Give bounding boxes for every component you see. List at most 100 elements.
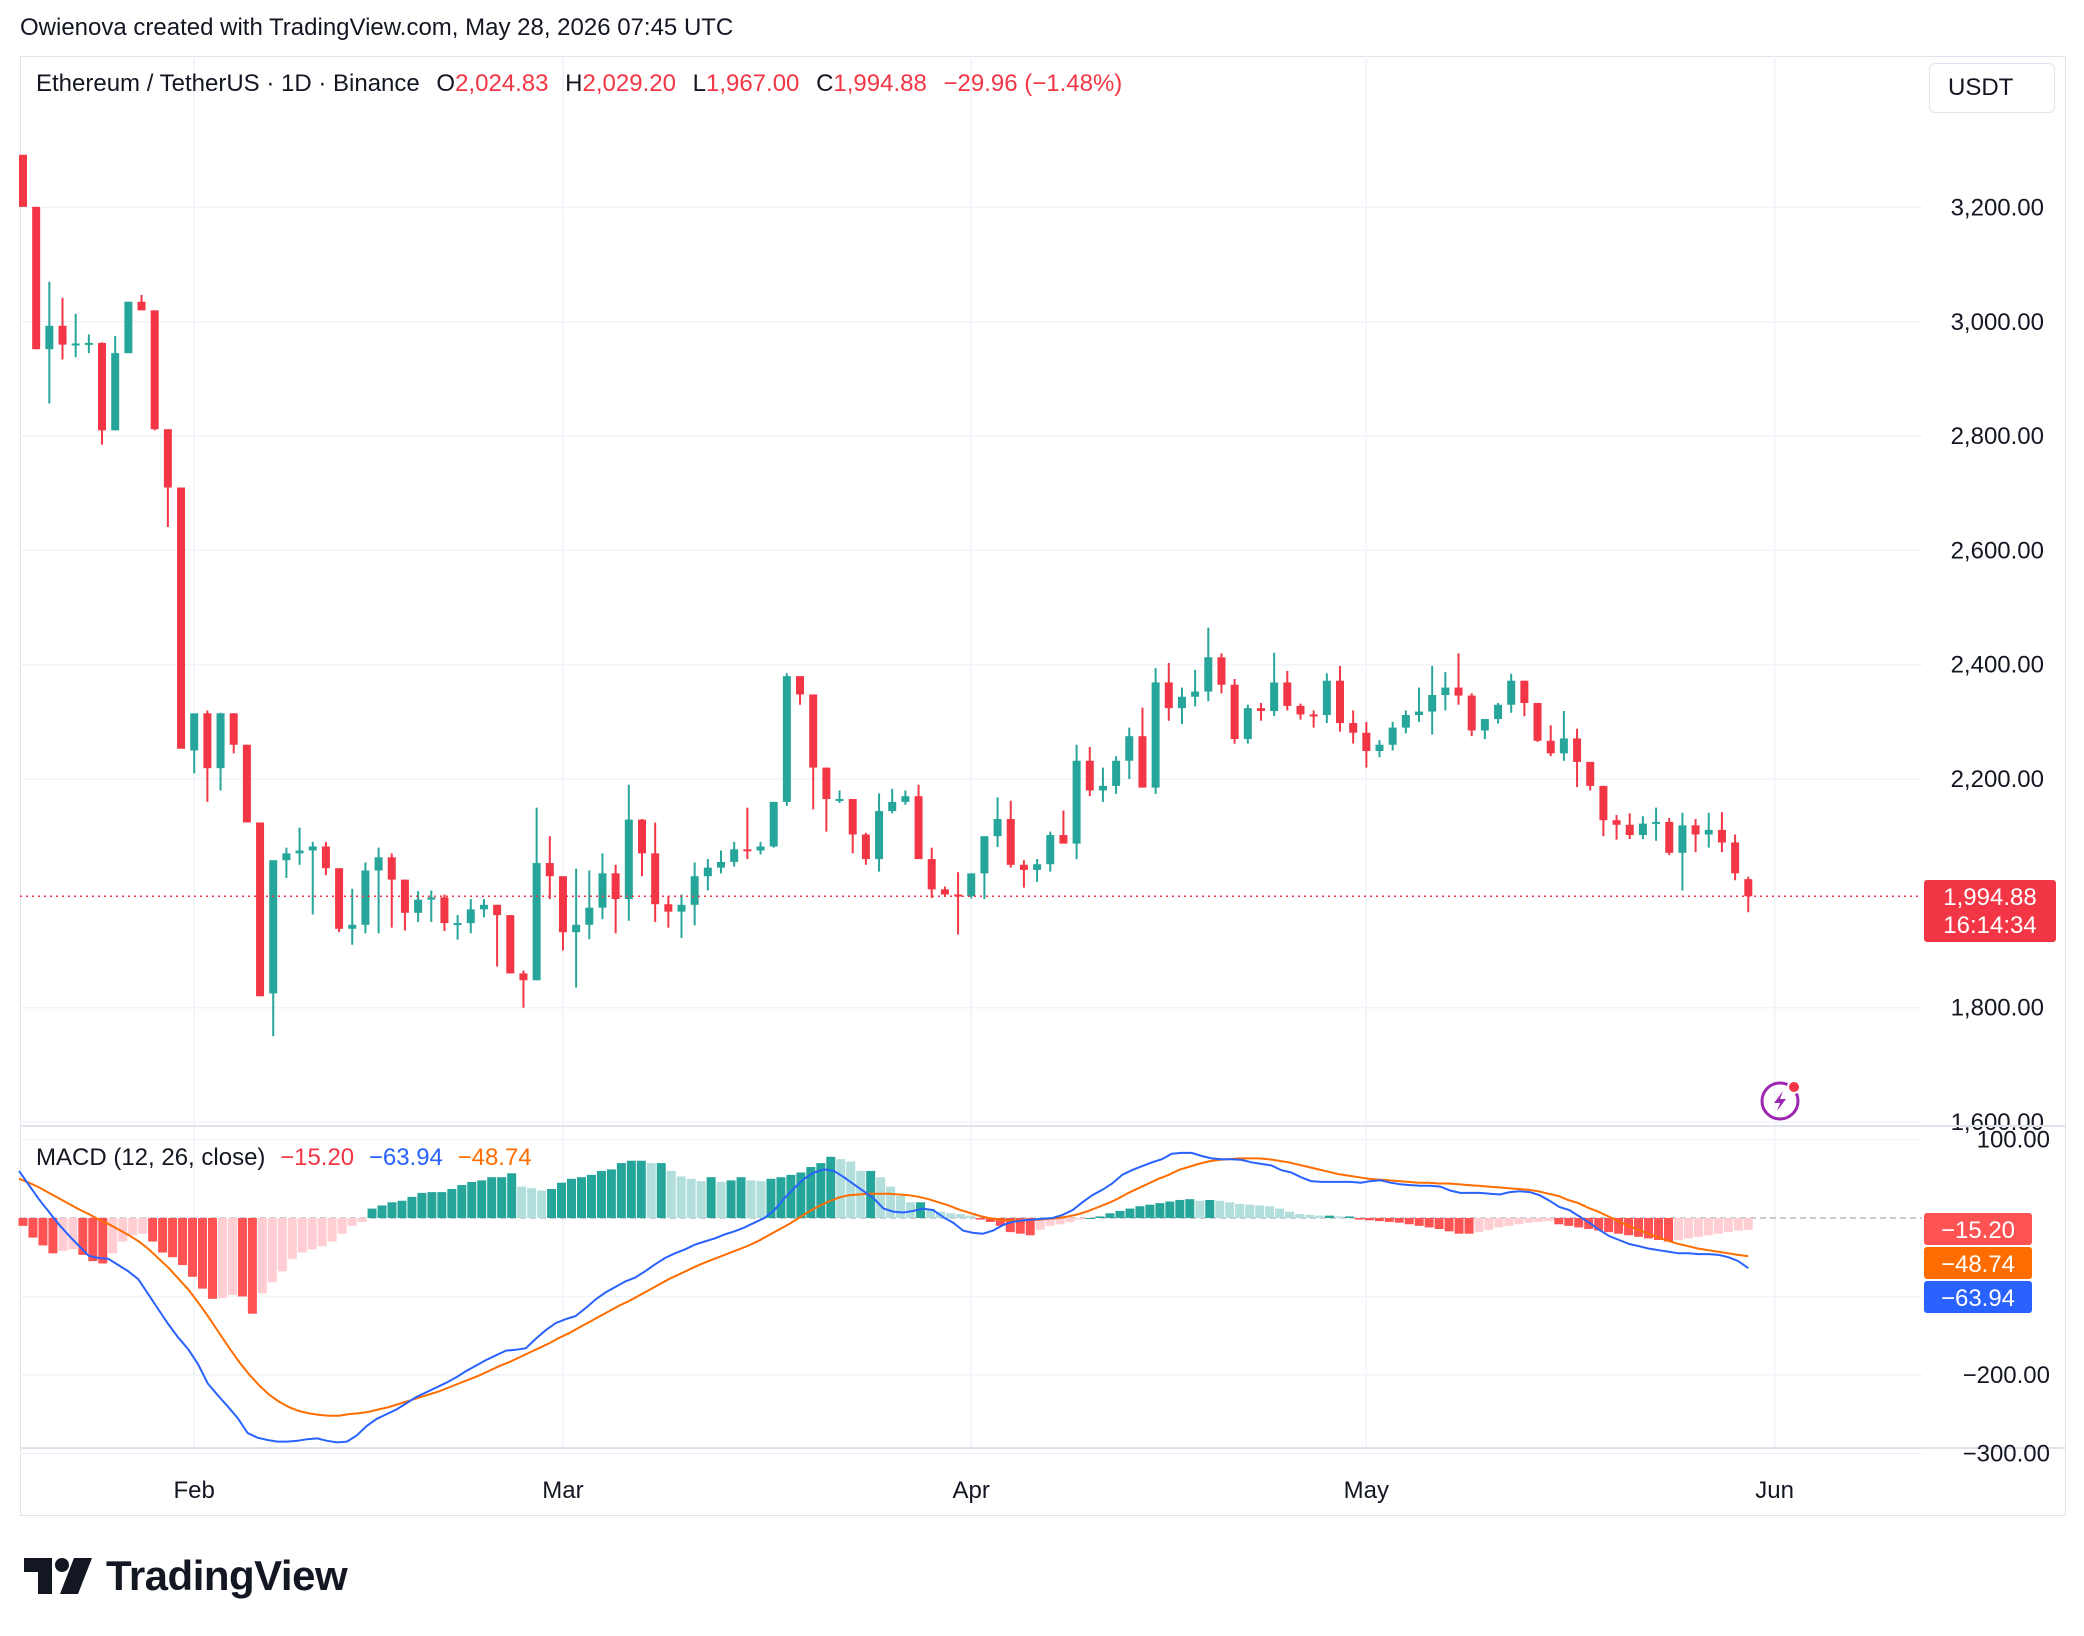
candle-body	[901, 796, 910, 802]
candle-body	[440, 897, 449, 924]
candle-body	[598, 873, 607, 908]
macd-histogram-bar	[926, 1208, 936, 1218]
candle-body	[1599, 785, 1608, 821]
candle	[124, 301, 133, 354]
candle-body	[717, 861, 726, 868]
candle	[822, 767, 831, 832]
price-badge: 1,994.88 16:14:34	[1924, 880, 2056, 942]
bolt-icon[interactable]	[1760, 1080, 1801, 1121]
macd-histogram-bar	[1574, 1218, 1584, 1228]
candle-body	[1704, 829, 1713, 835]
macd-histogram-bar	[1085, 1218, 1095, 1219]
macd-histogram-bar	[437, 1192, 447, 1218]
candle-body	[677, 904, 686, 912]
macd-histogram-bar	[566, 1178, 576, 1218]
candle-body	[1085, 760, 1094, 791]
macd-histogram-bar	[1175, 1199, 1185, 1218]
candle	[1230, 679, 1239, 744]
candle	[756, 841, 765, 855]
macd-histogram-bar	[1644, 1218, 1654, 1239]
macd-histogram-bar	[1075, 1218, 1085, 1220]
symbol-name[interactable]: Ethereum / TetherUS · 1D · Binance	[36, 70, 420, 97]
macd-histogram-bar	[88, 1218, 98, 1262]
candle	[914, 784, 923, 860]
candle-body	[1678, 825, 1687, 853]
candle-body	[1520, 680, 1529, 704]
macd-histogram-bar	[1534, 1218, 1544, 1222]
candle-body	[743, 849, 752, 852]
macd-histogram-bar	[407, 1196, 417, 1218]
macd-histogram-bar	[267, 1218, 277, 1283]
currency-button[interactable]: USDT	[1929, 63, 2055, 113]
macd-histogram-bar	[297, 1218, 307, 1253]
candle	[1691, 819, 1700, 853]
price-tick-label: 1,800.00	[1951, 995, 2044, 1022]
candle-body	[1494, 704, 1503, 720]
macd-histogram-bar	[1025, 1218, 1035, 1236]
candle	[875, 793, 884, 872]
macd-histogram-bar	[1135, 1206, 1145, 1218]
macd-histogram-bar	[1215, 1200, 1225, 1218]
price-badge-value: 1,994.88	[1943, 884, 2036, 911]
macd-badge: −63.94	[1924, 1281, 2032, 1313]
candle-body	[730, 849, 739, 862]
macd-histogram-bar	[1494, 1218, 1504, 1228]
credit-text: Owienova created with TradingView.com, M…	[20, 14, 734, 41]
macd-histogram-bar	[178, 1218, 188, 1266]
macd-histogram-bar	[357, 1218, 367, 1222]
price-tick-label: 2,200.00	[1951, 766, 2044, 793]
candle	[308, 841, 317, 915]
chart-frame	[20, 56, 2066, 1516]
candle-body	[1744, 879, 1753, 897]
candle-body	[203, 713, 212, 769]
candle	[295, 827, 304, 865]
candle-body	[532, 863, 541, 981]
candle-body	[321, 846, 330, 869]
candle	[703, 859, 712, 891]
candle-body	[111, 353, 120, 431]
macd-histogram-bar	[317, 1218, 327, 1247]
candle-body	[190, 713, 199, 751]
candle	[506, 915, 515, 974]
candle	[111, 336, 120, 431]
candle-body	[1415, 711, 1424, 716]
candle	[717, 850, 726, 874]
candle-body	[1230, 684, 1239, 740]
candle	[1296, 703, 1305, 720]
macd-histogram-bar	[1155, 1203, 1165, 1218]
macd-histogram-bar	[1195, 1200, 1205, 1218]
time-tick-label: May	[1344, 1477, 1389, 1504]
candle	[637, 819, 646, 877]
candle-body	[308, 846, 317, 851]
macd-histogram-bar	[1663, 1218, 1673, 1242]
tradingview-logo[interactable]: TradingView	[24, 1552, 348, 1600]
macd-histogram-bar	[1604, 1218, 1614, 1233]
candle-body	[1125, 736, 1134, 761]
candle-body	[1573, 738, 1582, 762]
candle-body	[1059, 835, 1068, 844]
candle	[1428, 665, 1437, 735]
ohlc-legend: Ethereum / TetherUS · 1D · Binance O2,02…	[36, 70, 1123, 97]
candle	[980, 836, 989, 900]
candle-body	[1112, 760, 1121, 786]
macd-histogram-bar	[786, 1174, 796, 1218]
macd-histogram-bar	[806, 1167, 816, 1218]
macd-histogram-bar	[1295, 1214, 1305, 1218]
candle-body	[1533, 703, 1542, 741]
candle-body	[888, 801, 897, 812]
candle	[32, 206, 41, 350]
candle-body	[1046, 835, 1055, 865]
candle-body	[980, 836, 989, 874]
candle	[1480, 719, 1489, 740]
candle-body	[71, 343, 80, 346]
candle-body	[216, 713, 225, 769]
candle-body	[993, 819, 1002, 837]
macd-histogram-bar	[277, 1218, 287, 1272]
candle	[387, 853, 396, 928]
candle-body	[848, 799, 857, 835]
time-axis: Feb Mar Apr May Jun	[174, 1477, 1794, 1504]
macd-label[interactable]: MACD (12, 26, close)	[36, 1144, 266, 1171]
macd-histogram-bar	[237, 1218, 247, 1297]
candle-body	[493, 904, 502, 916]
